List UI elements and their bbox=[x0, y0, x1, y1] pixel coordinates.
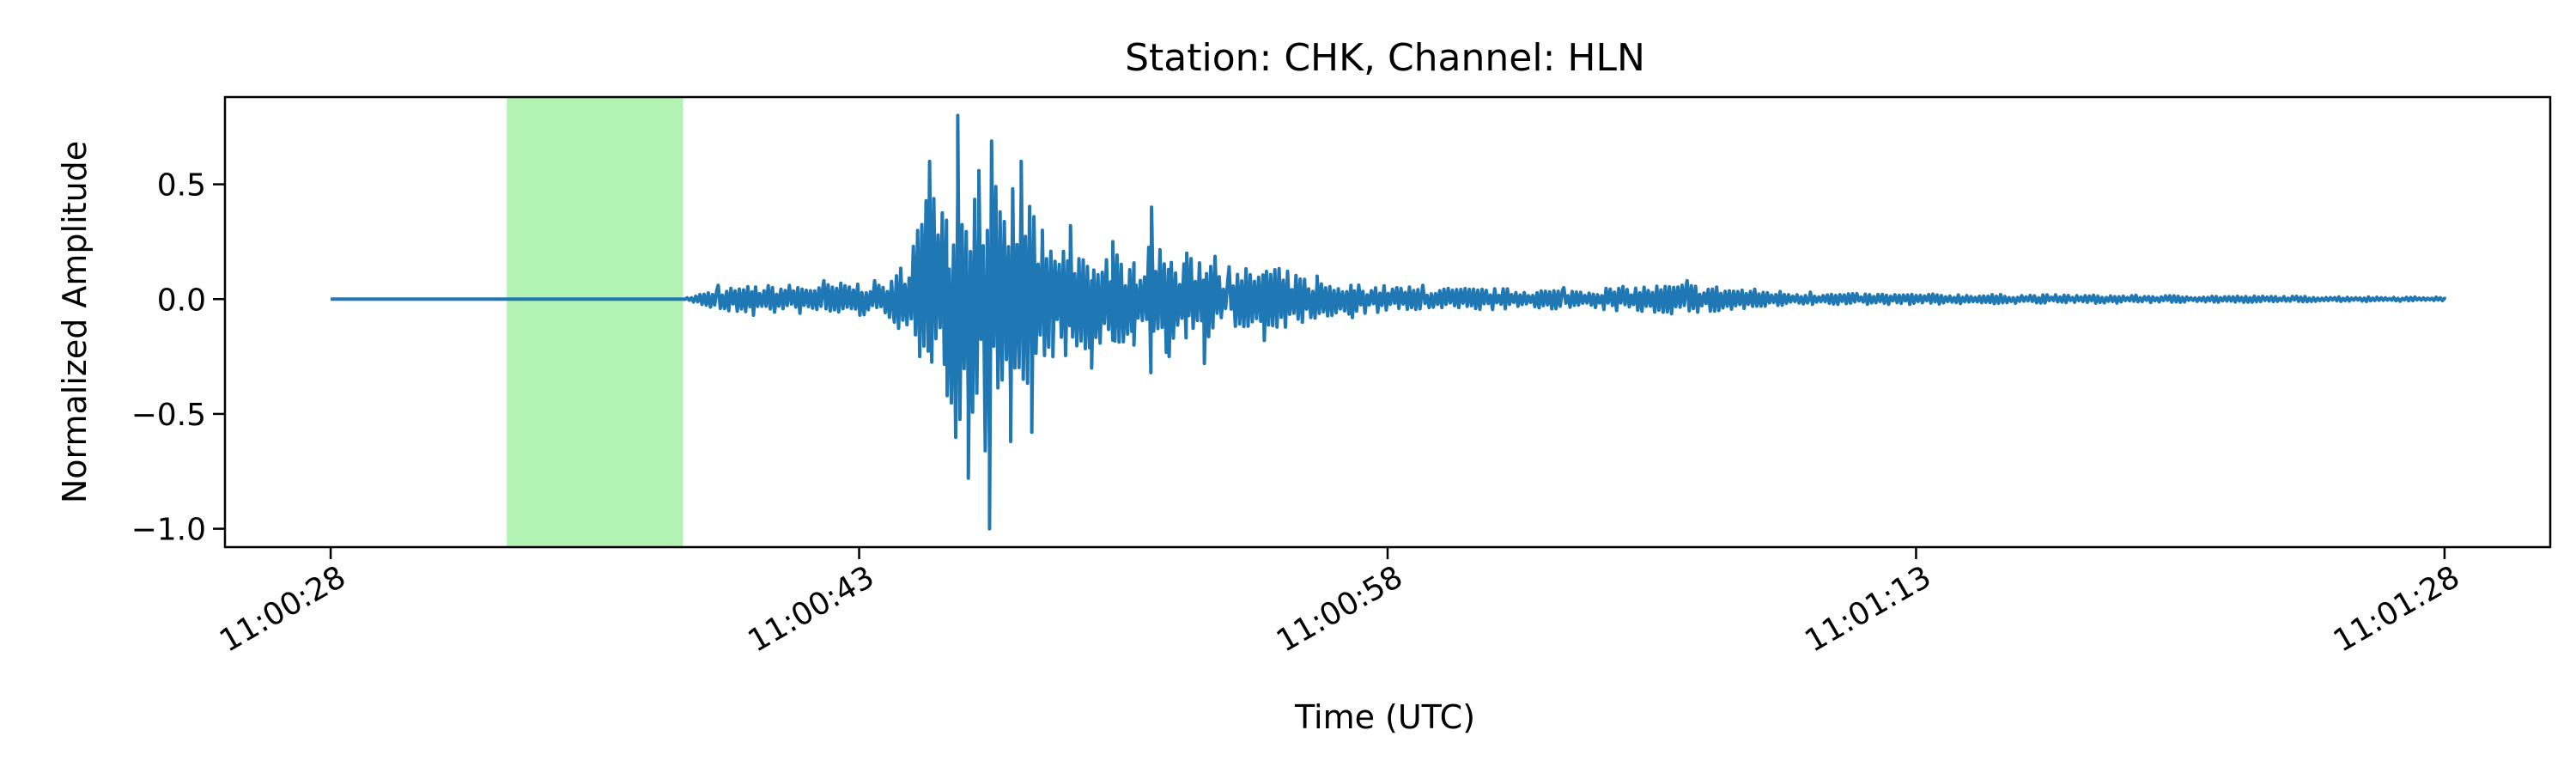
y-tick-label: 0.5 bbox=[157, 168, 206, 204]
y-axis-label: Normalized Amplitude bbox=[56, 141, 94, 503]
x-tick-label: 11:01:28 bbox=[2328, 559, 2466, 659]
y-tick-label: −1.0 bbox=[131, 513, 206, 548]
x-tick-label: 11:00:28 bbox=[214, 559, 352, 659]
x-tick-label: 11:01:13 bbox=[1799, 559, 1937, 659]
y-tick-label: −0.5 bbox=[131, 398, 206, 433]
highlight-window bbox=[507, 97, 683, 547]
x-tick-label: 11:00:58 bbox=[1271, 559, 1409, 659]
x-axis-label: Time (UTC) bbox=[1294, 698, 1475, 736]
y-tick-label: 0.0 bbox=[157, 283, 206, 318]
axis-ticks: 11:00:28 11:00:43 11:00:58 11:01:13 11:01:28… bbox=[131, 168, 2466, 660]
chart-title: Station: CHK, Channel: HLN bbox=[1125, 36, 1645, 80]
plot-frame bbox=[223, 95, 2552, 549]
waveform-trace bbox=[331, 113, 2446, 531]
x-tick-label: 11:00:43 bbox=[743, 559, 881, 659]
